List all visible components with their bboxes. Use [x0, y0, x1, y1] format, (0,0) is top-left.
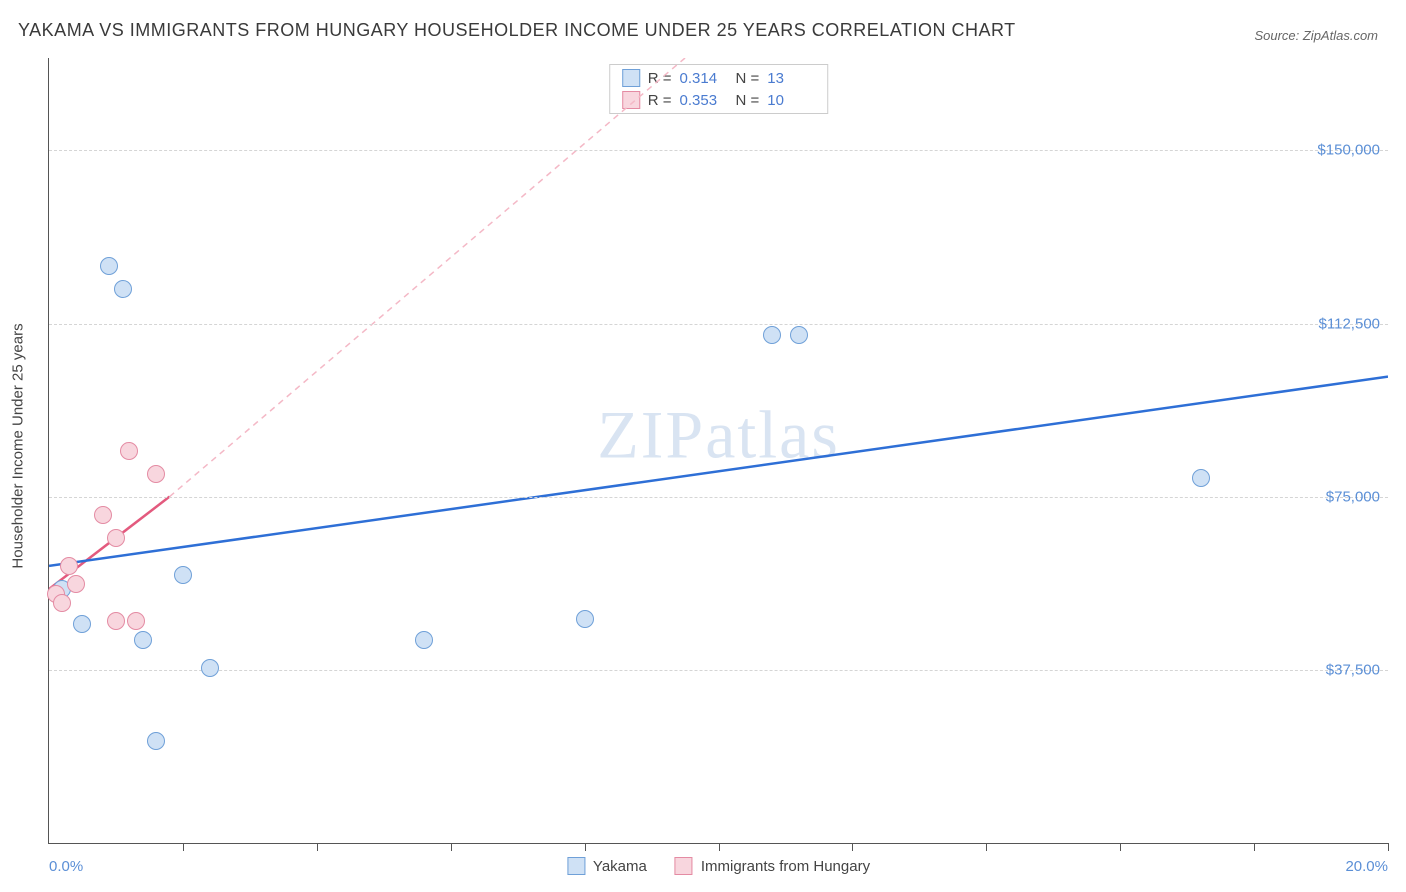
legend-item-hungary: Immigrants from Hungary — [675, 857, 870, 875]
chart-title: YAKAMA VS IMMIGRANTS FROM HUNGARY HOUSEH… — [18, 20, 1016, 41]
data-point — [1192, 469, 1210, 487]
x-tick — [317, 843, 318, 851]
data-point — [107, 529, 125, 547]
r-value-yakama: 0.314 — [680, 70, 728, 87]
bottom-legend: Yakama Immigrants from Hungary — [567, 857, 870, 875]
stats-legend-box: R = 0.314 N = 13 R = 0.353 N = 10 — [609, 64, 829, 114]
r-label: R = — [648, 92, 672, 109]
data-point — [107, 612, 125, 630]
n-value-hungary: 10 — [767, 92, 815, 109]
data-point — [73, 615, 91, 633]
data-point — [174, 566, 192, 584]
data-point — [790, 326, 808, 344]
chart-container: YAKAMA VS IMMIGRANTS FROM HUNGARY HOUSEH… — [0, 0, 1406, 892]
legend-item-yakama: Yakama — [567, 857, 647, 875]
data-point — [114, 280, 132, 298]
x-tick — [451, 843, 452, 851]
x-tick — [719, 843, 720, 851]
data-point — [147, 732, 165, 750]
swatch-hungary — [675, 857, 693, 875]
r-value-hungary: 0.353 — [680, 92, 728, 109]
trend-line — [49, 377, 1388, 566]
gridline — [49, 670, 1388, 671]
gridline — [49, 150, 1388, 151]
x-tick — [986, 843, 987, 851]
data-point — [127, 612, 145, 630]
gridline — [49, 497, 1388, 498]
data-point — [763, 326, 781, 344]
y-tick-label: $37,500 — [1326, 661, 1380, 678]
y-tick-label: $75,000 — [1326, 488, 1380, 505]
watermark-text: ZIPatlas — [597, 395, 840, 474]
data-point — [576, 610, 594, 628]
data-point — [415, 631, 433, 649]
swatch-yakama — [622, 69, 640, 87]
data-point — [201, 659, 219, 677]
data-point — [53, 594, 71, 612]
stats-row-hungary: R = 0.353 N = 10 — [610, 89, 828, 111]
x-tick — [183, 843, 184, 851]
x-tick — [852, 843, 853, 851]
x-axis-max-label: 20.0% — [1345, 858, 1388, 875]
data-point — [94, 506, 112, 524]
n-label: N = — [736, 70, 760, 87]
swatch-hungary — [622, 91, 640, 109]
trend-lines-svg — [49, 58, 1388, 843]
chart-plot-area: ZIPatlas R = 0.314 N = 13 R = 0.353 N = … — [48, 58, 1388, 844]
data-point — [147, 465, 165, 483]
data-point — [120, 442, 138, 460]
y-tick-label: $112,500 — [1319, 315, 1380, 332]
y-tick-label: $150,000 — [1317, 142, 1380, 159]
data-point — [100, 257, 118, 275]
legend-label-hungary: Immigrants from Hungary — [701, 858, 870, 875]
x-tick — [585, 843, 586, 851]
x-axis-min-label: 0.0% — [49, 858, 83, 875]
y-axis-label: Householder Income Under 25 years — [10, 323, 27, 568]
data-point — [67, 575, 85, 593]
x-tick — [1120, 843, 1121, 851]
stats-row-yakama: R = 0.314 N = 13 — [610, 67, 828, 89]
swatch-yakama — [567, 857, 585, 875]
x-tick — [1388, 843, 1389, 851]
data-point — [134, 631, 152, 649]
r-label: R = — [648, 70, 672, 87]
trend-line — [170, 58, 686, 497]
gridline — [49, 324, 1388, 325]
data-point — [60, 557, 78, 575]
n-label: N = — [736, 92, 760, 109]
legend-label-yakama: Yakama — [593, 858, 647, 875]
source-label: Source: ZipAtlas.com — [1254, 28, 1378, 43]
x-tick — [1254, 843, 1255, 851]
n-value-yakama: 13 — [767, 70, 815, 87]
